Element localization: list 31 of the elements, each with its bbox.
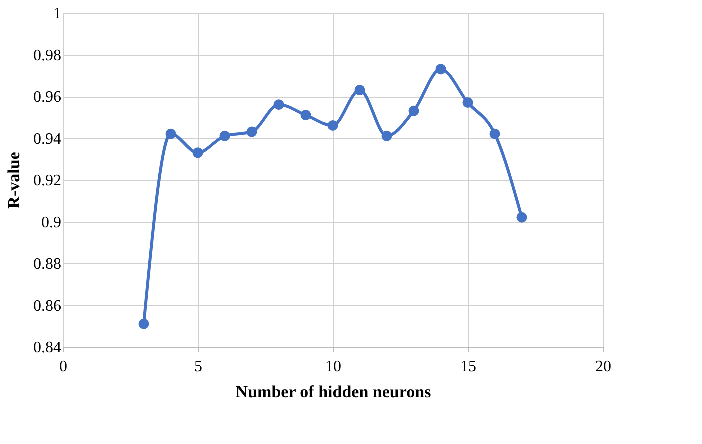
x-tick-label: 20 xyxy=(596,358,612,376)
y-axis-title: R-value xyxy=(4,152,24,209)
y-tick-label: 0.98 xyxy=(34,47,62,64)
x-tick-label: 10 xyxy=(326,358,342,376)
point xyxy=(516,212,528,223)
point xyxy=(192,148,204,158)
y-tick-label: 0.86 xyxy=(34,298,62,315)
point xyxy=(328,120,338,131)
point xyxy=(166,128,176,140)
point xyxy=(300,110,312,121)
y-tick-label: 0.96 xyxy=(34,89,62,106)
y-tick-label: 0.88 xyxy=(34,256,62,273)
x-tick-label: 5 xyxy=(194,358,202,376)
x-tick-label: 0 xyxy=(60,358,68,376)
point xyxy=(354,85,366,96)
point xyxy=(436,64,446,75)
y-tick-label: 0.9 xyxy=(42,214,62,232)
x-tick-label: 15 xyxy=(460,358,476,376)
point xyxy=(408,106,420,116)
point xyxy=(138,318,150,330)
x-axis-title: Number of hidden neurons xyxy=(236,382,432,402)
point xyxy=(462,98,474,108)
point xyxy=(220,130,230,142)
y-tick-label: 0.84 xyxy=(34,340,62,356)
y-tick-label: 0.94 xyxy=(34,130,62,148)
point xyxy=(382,130,392,142)
point xyxy=(274,100,284,110)
y-tick-label: 1 xyxy=(54,6,62,22)
y-tick-label: 0.92 xyxy=(34,172,62,190)
point xyxy=(490,128,500,140)
point xyxy=(246,126,258,138)
